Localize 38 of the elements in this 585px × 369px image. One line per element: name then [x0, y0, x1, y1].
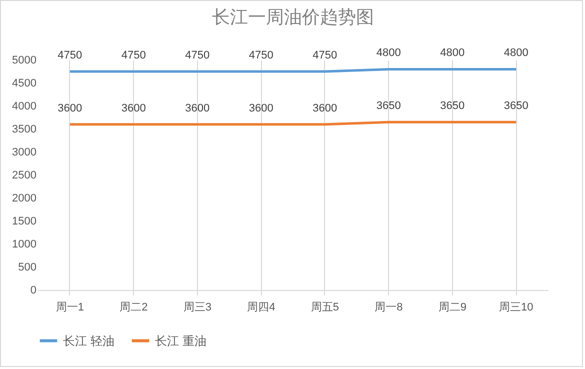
x-tick-label: 周一8 [374, 302, 403, 314]
data-label: 4750 [185, 50, 210, 62]
data-label: 3600 [312, 102, 338, 114]
x-tick-label: 周五5 [310, 302, 339, 314]
x-tick-label: 周三3 [183, 302, 212, 314]
data-label: 3650 [376, 100, 401, 112]
data-label: 3650 [504, 100, 528, 112]
data-label: 4750 [121, 50, 146, 62]
x-tick-label: 周一1 [56, 302, 84, 314]
x-tick-label: 周四4 [247, 302, 276, 314]
y-tick-label: 4500 [12, 78, 36, 90]
data-label: 4750 [248, 50, 274, 62]
data-label: 4800 [376, 47, 401, 60]
y-tick-label: 0 [30, 284, 36, 296]
data-label: 3600 [185, 102, 210, 114]
y-tick-label: 5000 [12, 54, 36, 66]
data-label: 3600 [58, 102, 82, 114]
x-tick-label: 周二2 [120, 302, 148, 314]
data-label: 4800 [440, 47, 465, 60]
data-label: 4750 [58, 50, 82, 62]
legend-label: 长江 轻油 [63, 334, 114, 348]
y-tick-label: 500 [18, 262, 36, 274]
x-tick-label: 周三10 [499, 302, 534, 314]
y-tick-label: 2000 [12, 192, 36, 204]
data-label: 3650 [440, 100, 465, 112]
y-tick-label: 3000 [12, 146, 36, 158]
chart-title: 长江一周油价趋势图 [212, 7, 374, 28]
x-tick-label: 周二9 [438, 302, 466, 314]
data-label: 3600 [248, 102, 274, 114]
data-label: 4800 [504, 47, 528, 60]
y-tick-label: 3500 [12, 124, 36, 136]
legend-label: 长江 重油 [155, 334, 206, 348]
y-tick-label: 1500 [12, 216, 36, 228]
y-tick-label: 1000 [12, 238, 36, 250]
data-label: 4750 [312, 50, 338, 62]
data-label: 3600 [121, 102, 146, 114]
y-tick-label: 2500 [12, 170, 36, 182]
y-tick-label: 4000 [12, 100, 36, 112]
